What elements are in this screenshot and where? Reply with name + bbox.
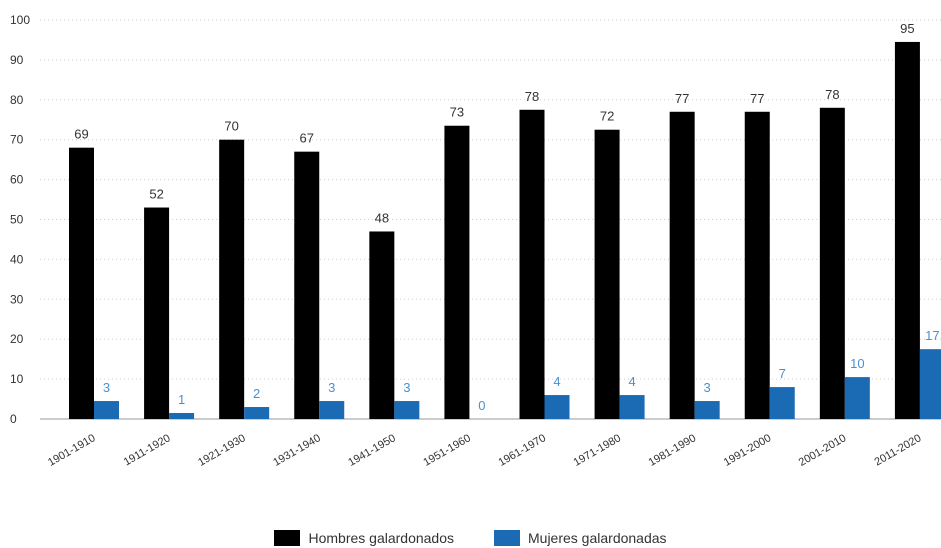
x-tick-label: 1981-1990 xyxy=(647,432,699,469)
y-tick-label: 40 xyxy=(10,252,24,266)
data-label-mujeres: 2 xyxy=(253,386,260,401)
bar-hombres[interactable] xyxy=(594,129,620,419)
data-label-mujeres: 4 xyxy=(628,374,635,389)
data-label-mujeres: 4 xyxy=(553,374,560,389)
data-label-mujeres: 17 xyxy=(925,328,939,343)
bar-mujeres[interactable] xyxy=(544,395,570,419)
bar-hombres[interactable] xyxy=(669,111,695,420)
data-label-hombres: 72 xyxy=(600,109,614,124)
bar-mujeres[interactable] xyxy=(394,401,420,419)
data-label-mujeres: 0 xyxy=(478,398,485,413)
x-tick-label: 1921-1930 xyxy=(196,432,248,469)
bar-mujeres[interactable] xyxy=(94,401,119,419)
bar-hombres[interactable] xyxy=(444,125,470,420)
y-tick-label: 30 xyxy=(10,292,24,306)
data-label-mujeres: 1 xyxy=(178,392,185,407)
x-axis-ticks: 1901-1910 1911-1920 1921-1930 1931-1940 1941… xyxy=(46,432,923,469)
bar-hombres[interactable] xyxy=(219,139,245,419)
y-tick-label: 10 xyxy=(10,372,24,386)
x-tick-label: 1911-1920 xyxy=(122,432,173,468)
data-label-hombres: 95 xyxy=(900,21,914,36)
bar-mujeres[interactable] xyxy=(694,401,720,419)
bars xyxy=(69,41,941,420)
data-label-hombres: 69 xyxy=(74,127,88,142)
bar-mujeres[interactable] xyxy=(769,387,795,419)
y-tick-label: 20 xyxy=(10,332,24,346)
bar-hombres[interactable] xyxy=(69,147,94,419)
y-tick-label: 90 xyxy=(10,53,24,67)
x-tick-label: 1901-1910 xyxy=(46,432,98,469)
bar-mujeres[interactable] xyxy=(169,413,195,419)
legend-item-hombres[interactable]: Hombres galardonados xyxy=(274,528,454,548)
bar-hombres[interactable] xyxy=(894,41,920,419)
data-label-hombres: 70 xyxy=(224,119,238,134)
data-label-hombres: 77 xyxy=(750,91,764,106)
bar-hombres[interactable] xyxy=(744,111,770,420)
bar-mujeres[interactable] xyxy=(919,349,941,419)
y-tick-label: 80 xyxy=(10,93,24,107)
y-tick-label: 70 xyxy=(10,133,24,147)
y-tick-label: 50 xyxy=(10,213,24,227)
bar-mujeres[interactable] xyxy=(319,401,345,419)
data-label-hombres: 78 xyxy=(525,89,539,104)
y-axis-ticks: 0 10 20 30 40 50 60 70 80 90 100 xyxy=(10,13,30,426)
x-tick-label: 1951-1960 xyxy=(421,432,473,469)
bar-hombres[interactable] xyxy=(144,207,170,419)
bar-mujeres[interactable] xyxy=(844,377,870,419)
legend-label-mujeres: Mujeres galardonadas xyxy=(528,530,667,546)
y-tick-label: 60 xyxy=(10,173,24,187)
data-label-hombres: 77 xyxy=(675,91,689,106)
data-label-mujeres: 3 xyxy=(103,380,110,395)
x-tick-label: 2011-2020 xyxy=(873,432,924,468)
bar-hombres[interactable] xyxy=(294,151,320,420)
data-label-mujeres: 3 xyxy=(704,380,711,395)
bar-hombres[interactable] xyxy=(519,109,545,420)
data-label-mujeres: 10 xyxy=(850,356,864,371)
x-tick-label: 1941-1950 xyxy=(346,432,398,469)
x-tick-label: 1971-1980 xyxy=(572,432,624,469)
legend-label-hombres: Hombres galardonados xyxy=(308,530,454,546)
y-tick-label: 0 xyxy=(10,412,17,426)
bar-hombres[interactable] xyxy=(369,231,395,419)
data-label-hombres: 52 xyxy=(149,187,163,202)
x-tick-label: 1961-1970 xyxy=(496,432,548,469)
data-label-mujeres: 7 xyxy=(779,366,786,381)
data-label-mujeres: 3 xyxy=(328,380,335,395)
x-tick-label: 1991-2000 xyxy=(722,432,774,469)
grid-lines xyxy=(40,19,941,420)
legend-item-mujeres[interactable]: Mujeres galardonadas xyxy=(494,528,667,548)
x-tick-label: 1931-1940 xyxy=(271,432,323,469)
x-tick-label: 2001-2010 xyxy=(797,432,849,469)
data-label-hombres: 78 xyxy=(825,87,839,102)
bar-mujeres[interactable] xyxy=(619,395,645,419)
data-label-mujeres: 3 xyxy=(403,380,410,395)
data-label-hombres: 73 xyxy=(450,105,464,120)
legend-swatch-hombres xyxy=(274,530,301,546)
data-label-hombres: 48 xyxy=(375,210,389,225)
legend: Hombres galardonados Mujeres galardonada… xyxy=(0,528,941,548)
bar-mujeres[interactable] xyxy=(244,407,270,419)
y-tick-label: 100 xyxy=(10,13,30,27)
data-label-hombres: 67 xyxy=(300,131,314,146)
bar-hombres[interactable] xyxy=(819,107,845,419)
legend-swatch-mujeres xyxy=(494,530,520,546)
